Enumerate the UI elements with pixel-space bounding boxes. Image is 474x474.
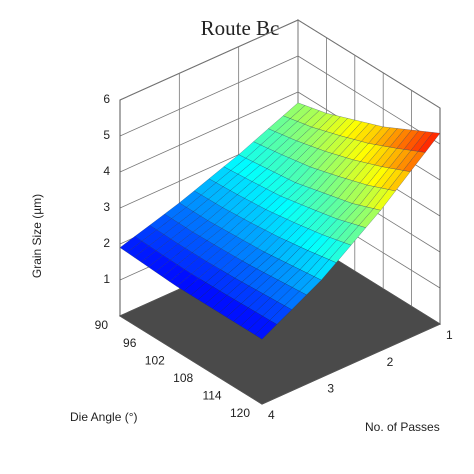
z-tick-label: 3 (103, 200, 110, 214)
z-tick-label: 4 (103, 164, 110, 178)
surface-patch (254, 320, 278, 340)
surface-cell (233, 265, 322, 340)
y-tick-label: 2 (387, 355, 394, 369)
surface-cell (235, 182, 325, 253)
surface-cell (178, 154, 268, 221)
surface-cell (292, 203, 382, 281)
y-tick-label: 3 (327, 382, 334, 396)
y-tick-label: 4 (268, 408, 275, 422)
chart-title: Route Bc (201, 16, 280, 40)
z-tick-label: 6 (103, 92, 110, 106)
z-axis-label: Grain Size (µm) (30, 194, 44, 278)
x-tick-label: 102 (145, 353, 165, 367)
surface-cell (119, 202, 209, 268)
x-tick-label: 96 (123, 336, 137, 350)
axis-edge (119, 100, 441, 405)
x-tick-label: 108 (173, 371, 193, 385)
y-tick-label: 1 (446, 328, 453, 342)
surface-cell (207, 168, 296, 237)
surface-cell (148, 220, 237, 287)
surface-cell (176, 236, 265, 305)
y-axis-label: No. of Passes (365, 420, 440, 434)
surface-cell (351, 129, 441, 211)
surface-cell (295, 119, 384, 194)
z-tick-label: 2 (103, 236, 110, 250)
surface-cell (238, 102, 327, 169)
z-tick-label: 1 (103, 272, 110, 286)
surface-cell (266, 112, 356, 183)
x-tick-label: 114 (202, 389, 221, 403)
z-tick-label: 5 (103, 128, 110, 142)
x-tick-label: 90 (95, 318, 109, 332)
surface-cell (204, 251, 294, 322)
x-tick-label: 120 (230, 406, 250, 420)
surface-cell (323, 126, 412, 204)
x-axis-label: Die Angle (°) (70, 410, 138, 424)
